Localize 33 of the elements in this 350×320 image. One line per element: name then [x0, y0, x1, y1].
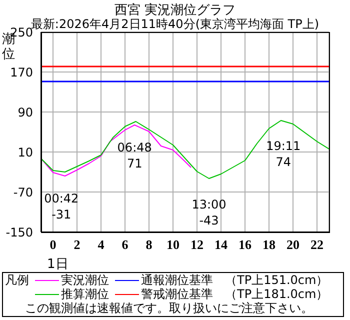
- x-tick-label: 2: [74, 237, 80, 252]
- x-tick-label: 8: [146, 237, 153, 252]
- x-tick-label: 0: [50, 237, 56, 252]
- text: （TP上151.0cm）: [225, 273, 330, 287]
- x-axis-title: 1日: [47, 256, 68, 273]
- annotation: 06:48 71: [117, 140, 152, 170]
- y-tick-label: 10: [18, 145, 33, 160]
- x-tick-label: 12: [190, 237, 204, 252]
- y-tick-label: -70: [13, 185, 33, 200]
- chart-title: 西宮 実況潮位グラフ: [113, 2, 236, 18]
- y-tick-label: -150: [6, 225, 33, 240]
- x-tick-label: 18: [262, 237, 276, 252]
- text: この観測値は速報値です。取り扱いにご注意下さい。: [24, 301, 314, 315]
- x-tick-label: 10: [166, 237, 180, 252]
- x-tick-label: 6: [122, 237, 129, 252]
- x-tick-label: 20: [286, 237, 300, 252]
- text: （TP上181.0cm）: [225, 287, 330, 301]
- legend-title: 凡例: [5, 273, 30, 287]
- x-tick-label: 22: [310, 237, 324, 252]
- annotation: 13:00 -43: [192, 198, 226, 228]
- line-series: [41, 120, 329, 179]
- legend-label: 実況潮位: [60, 273, 110, 287]
- annotation: 19:11 74: [266, 139, 301, 169]
- x-tick-label: 14: [214, 237, 228, 252]
- x-tick-label: 4: [98, 237, 105, 252]
- line-series: [41, 124, 192, 176]
- y-tick-label: 90: [18, 105, 33, 120]
- x-tick-label: 16: [238, 237, 252, 252]
- y-tick-label: 170: [10, 65, 33, 80]
- legend-label: 通報潮位基準: [140, 273, 214, 287]
- legend-label: 警戒潮位基準: [140, 287, 214, 301]
- legend-label: 推算潮位: [60, 287, 110, 301]
- annotation: 00:42 -31: [44, 192, 79, 222]
